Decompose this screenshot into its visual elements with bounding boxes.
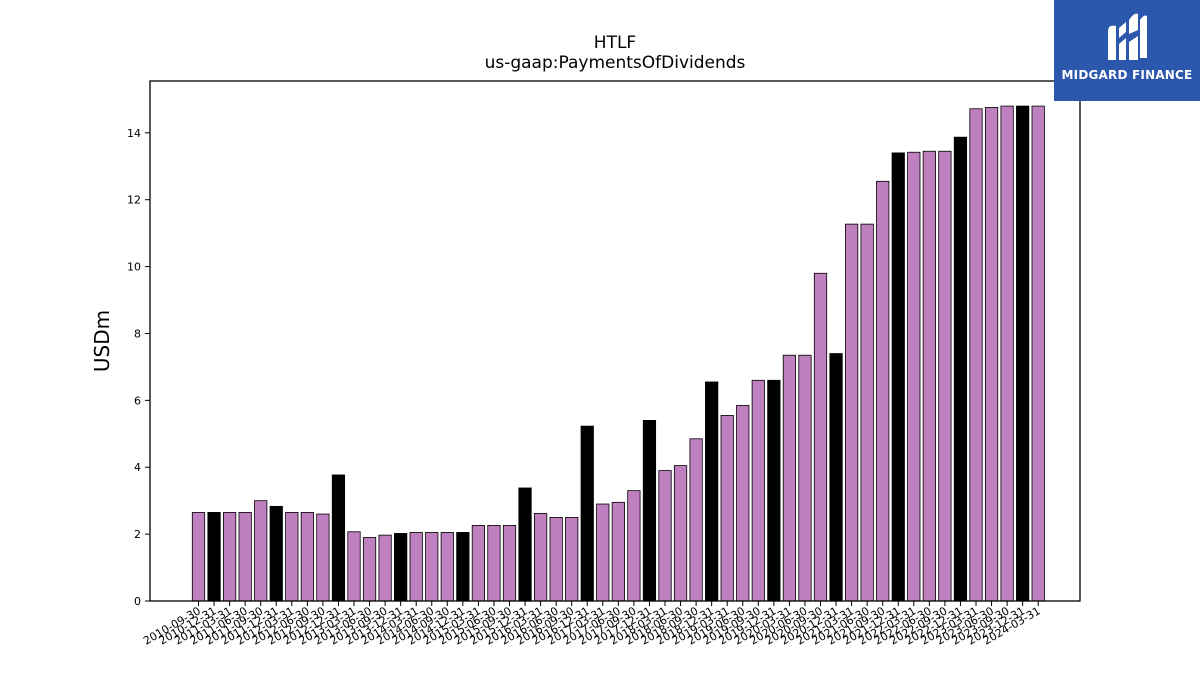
bar-2018-09-30 [689,438,703,602]
bar-2017-12-31 [642,420,657,602]
bar-2017-03-31 [596,503,610,602]
bar-2021-09-30 [876,180,890,602]
y-tick-label: 2 [134,528,141,541]
bar-2016-12-31 [580,425,594,602]
bar-2019-12-31 [767,379,781,602]
bar-2012-03-31 [285,511,299,602]
y-tick-label: 12 [127,194,141,207]
bar-2023-03-31 [969,108,983,602]
bar-2018-06-30 [673,465,688,602]
bar-2014-12-31 [456,532,470,602]
bar-2013-03-31 [347,531,361,602]
bar-2011-09-30 [254,500,268,602]
bar-2018-03-31 [658,470,672,602]
chart-subtitle: us-gaap:PaymentsOfDividends [485,53,746,73]
bar-2019-09-30 [751,379,765,602]
bar-2023-09-30 [1000,105,1014,602]
x-axis: 2010-09-302010-12-312011-03-312011-06-30… [141,601,1043,648]
bar-2020-12-31 [829,353,843,602]
bar-2015-09-30 [502,525,517,602]
bar-2020-03-31 [782,354,797,602]
bar-2015-12-31 [518,487,532,602]
midgard-mh-monogram-icon [1108,13,1147,61]
y-tick-label: 6 [134,394,141,407]
y-tick-label: 4 [134,461,141,474]
bar-2013-12-31 [394,533,408,602]
bar-2014-06-30 [425,532,439,602]
bar-2015-03-31 [471,525,486,602]
bar-2015-06-30 [487,525,501,602]
bar-2021-12-31 [891,152,905,602]
bar-2021-03-31 [845,223,859,602]
bar-2020-09-30 [813,272,828,602]
y-tick-label: 8 [134,327,141,340]
y-tick-label: 10 [127,261,141,274]
bar-2013-09-30 [378,534,392,602]
bar-2017-09-30 [627,490,641,602]
bar-2018-12-31 [705,381,719,602]
bar-2011-03-31 [222,511,237,602]
bar-2020-06-30 [798,354,812,602]
bar-2014-03-31 [409,532,423,602]
bar-2012-09-30 [316,513,330,602]
bar-2011-12-31 [269,505,283,602]
bar-2012-06-30 [300,511,314,602]
y-tick-label: 0 [134,595,141,608]
brand-name: MIDGARD FINANCE [1061,68,1193,82]
y-axis-label: USDm [90,310,114,372]
bar-2013-06-30 [362,537,377,602]
bar-2024-03-31 [1031,105,1045,602]
bar-2019-06-30 [736,404,750,602]
bar-2022-06-30 [922,150,936,602]
bar-2016-03-31 [534,512,548,602]
bar-2019-03-31 [720,415,734,602]
bar-2014-09-30 [440,532,454,602]
bar-2016-06-30 [549,517,563,602]
bar-2011-06-30 [238,511,252,602]
bar-2022-12-31 [953,136,968,602]
bar-2010-12-31 [207,511,221,602]
bars-group [191,105,1045,602]
bar-2021-06-30 [860,223,874,602]
bar-2016-09-30 [565,517,579,602]
bar-2022-03-31 [907,151,921,602]
bar-2023-06-30 [984,107,999,602]
brand-logo: MIDGARD FINANCE [1054,0,1200,101]
chart-title: HTLF [594,33,636,53]
bar-2010-09-30 [191,511,206,602]
bar-2022-09-30 [938,150,952,602]
y-axis: 0 2 4 6 8 10 12 14 [127,127,150,608]
bar-2017-06-30 [611,501,625,602]
bar-2023-12-31 [1016,105,1030,602]
plot-frame [149,80,1081,602]
y-tick-label: 14 [127,127,141,140]
bar-2012-12-31 [331,474,346,602]
